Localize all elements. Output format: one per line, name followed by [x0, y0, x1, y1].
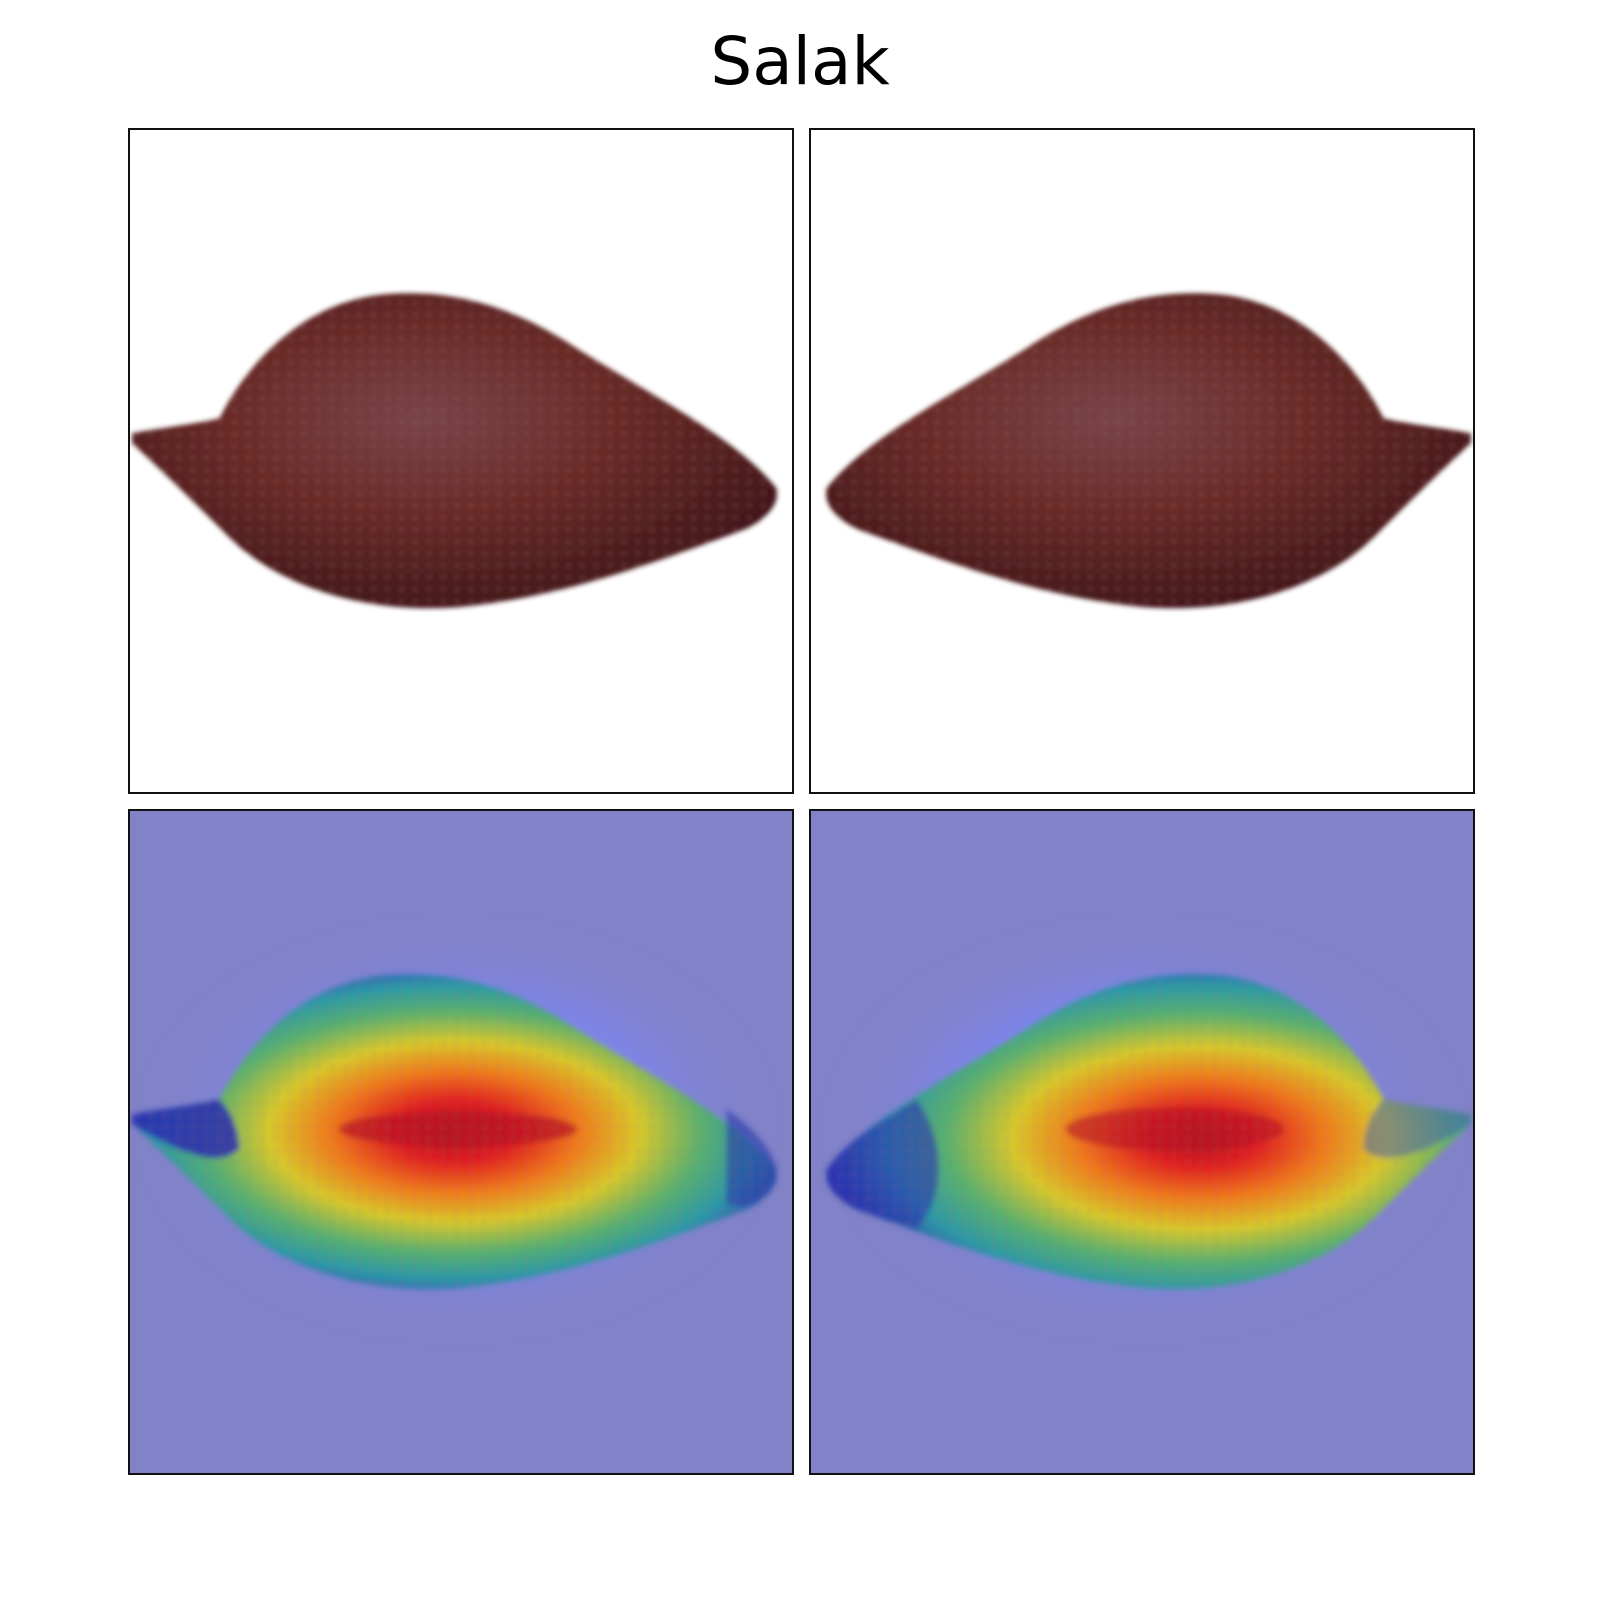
heatmap-panel-right [809, 809, 1475, 1475]
original-image-panel-left [128, 128, 794, 794]
salak-heatmap-left [130, 811, 792, 1473]
figure-title: Salak [710, 23, 890, 100]
original-image-panel-right [809, 128, 1475, 794]
salak-heatmap-right [811, 811, 1473, 1473]
salak-photo-right [811, 130, 1473, 792]
salak-photo-left [130, 130, 792, 792]
heatmap-panel-left [128, 809, 794, 1475]
